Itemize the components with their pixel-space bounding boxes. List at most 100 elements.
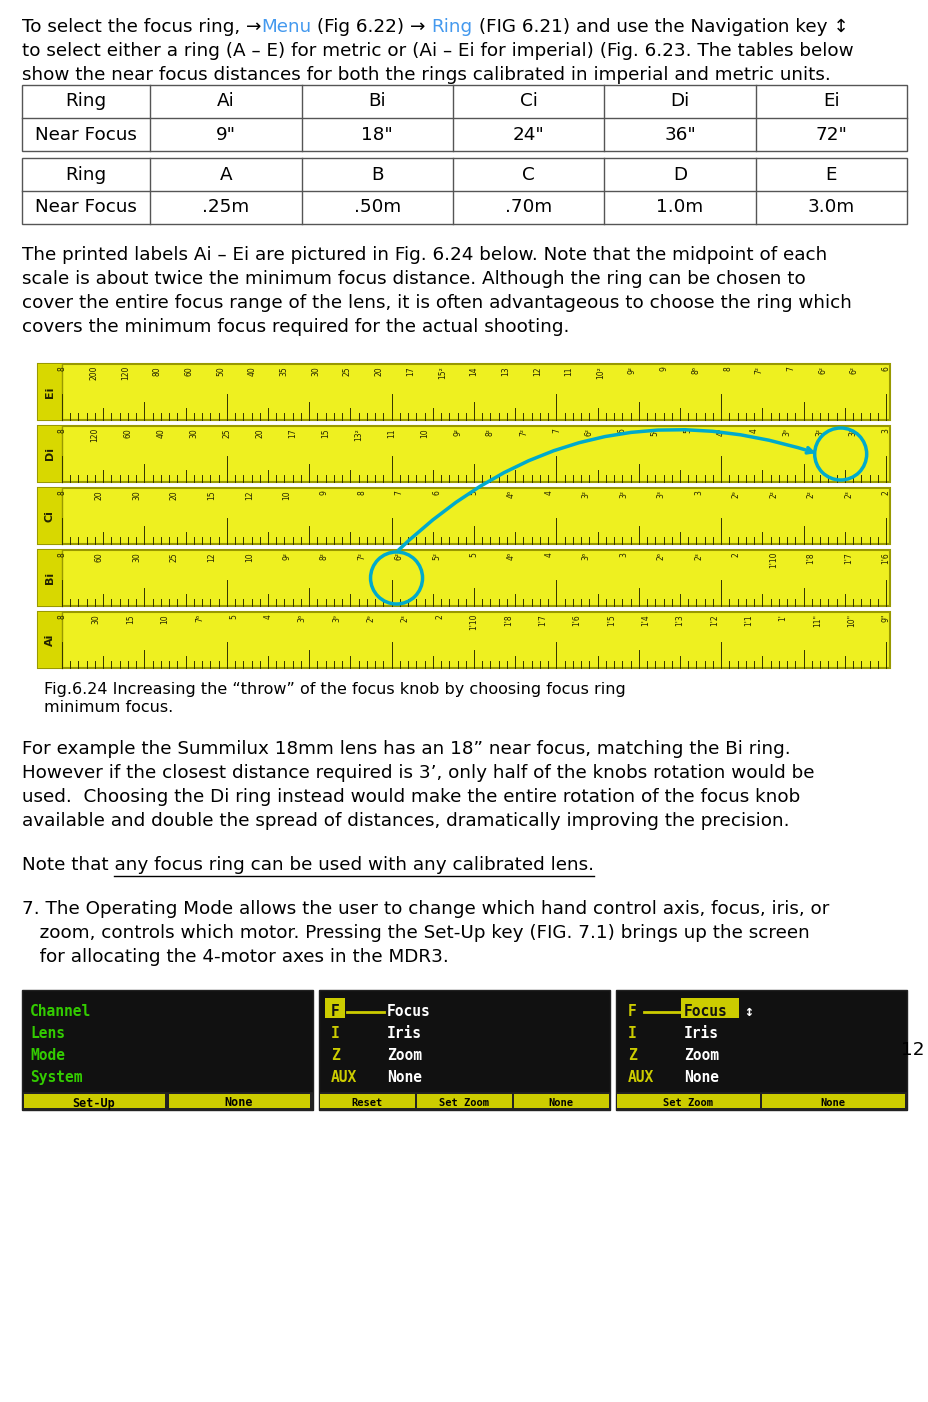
- Text: 1'7: 1'7: [537, 614, 547, 625]
- Text: 72": 72": [815, 126, 846, 143]
- Text: Near Focus: Near Focus: [35, 199, 137, 216]
- Text: Note that any focus ring can be used with any calibrated lens.: Note that any focus ring can be used wit…: [22, 857, 593, 873]
- Text: 6: 6: [432, 491, 441, 495]
- Text: Zoom: Zoom: [683, 1049, 718, 1063]
- Bar: [22, 1092, 313, 1110]
- Bar: [680, 998, 738, 1018]
- Text: 3.0m: 3.0m: [806, 199, 854, 216]
- Bar: [325, 998, 344, 1018]
- Text: 2: 2: [881, 491, 890, 495]
- Text: 4⁶: 4⁶: [507, 552, 515, 559]
- Bar: [38, 488, 889, 544]
- Text: 12: 12: [244, 491, 253, 499]
- Text: 1'1: 1'1: [743, 614, 753, 625]
- Text: 60: 60: [123, 428, 133, 437]
- Bar: [615, 1092, 906, 1110]
- Text: 20: 20: [374, 366, 383, 376]
- Text: 7⁶: 7⁶: [195, 614, 203, 622]
- Text: 1'10: 1'10: [768, 552, 778, 568]
- Text: Zoom: Zoom: [387, 1049, 421, 1063]
- Text: scale is about twice the minimum focus distance. Although the ring can be chosen: scale is about twice the minimum focus d…: [22, 271, 805, 287]
- Text: 4⁶: 4⁶: [507, 491, 515, 498]
- Text: .25m: .25m: [202, 199, 250, 216]
- Text: .70m: .70m: [505, 199, 551, 216]
- Text: 20: 20: [255, 428, 264, 437]
- Text: 9²: 9²: [627, 366, 637, 374]
- Text: Ci: Ci: [45, 510, 55, 522]
- Bar: [318, 1092, 610, 1110]
- Text: 35: 35: [279, 366, 288, 376]
- Text: 6²: 6²: [394, 552, 403, 559]
- Text: Ci: Ci: [519, 93, 537, 111]
- Text: Z: Z: [330, 1049, 340, 1063]
- Text: 11: 11: [564, 366, 573, 376]
- Text: Menu: Menu: [261, 18, 311, 36]
- Bar: [38, 365, 62, 421]
- Text: 3: 3: [619, 552, 627, 557]
- Text: 50: 50: [215, 366, 225, 376]
- Text: 11": 11": [812, 614, 821, 627]
- Text: 30: 30: [189, 428, 198, 437]
- Text: 12: 12: [207, 552, 216, 561]
- Text: to select either a ring (A – E) for metric or (Ai – Ei for imperial) (Fig. 6.23.: to select either a ring (A – E) for metr…: [22, 42, 853, 60]
- Text: 2⁶: 2⁶: [656, 552, 665, 559]
- Text: 24": 24": [512, 126, 544, 143]
- Text: Channel: Channel: [30, 1004, 91, 1019]
- Text: 18": 18": [361, 126, 393, 143]
- Text: 3⁹: 3⁹: [781, 428, 791, 436]
- Bar: [38, 613, 62, 667]
- Text: 30: 30: [133, 491, 141, 499]
- Text: 6²: 6²: [585, 428, 593, 436]
- Text: 15: 15: [207, 491, 216, 499]
- Text: Set Zoom: Set Zoom: [663, 1098, 712, 1108]
- Text: 17: 17: [406, 366, 415, 376]
- Text: show the near focus distances for both the rings calibrated in imperial and metr: show the near focus distances for both t…: [22, 66, 830, 84]
- Text: 8: 8: [58, 614, 67, 618]
- Text: 5²: 5²: [432, 552, 441, 559]
- Bar: [319, 1094, 415, 1108]
- Text: Iris: Iris: [387, 1026, 421, 1042]
- Text: However if the closest distance required is 3’, only half of the knobs rotation : However if the closest distance required…: [22, 764, 814, 782]
- Text: 25: 25: [222, 428, 231, 437]
- Text: 8⁶: 8⁶: [690, 366, 700, 374]
- Bar: [22, 86, 906, 151]
- Text: 10": 10": [846, 614, 856, 627]
- Text: None: None: [225, 1096, 253, 1109]
- Text: 10: 10: [282, 491, 290, 499]
- Text: Ring: Ring: [432, 18, 472, 36]
- Text: 5²: 5²: [651, 428, 659, 436]
- Text: 2: 2: [434, 614, 444, 618]
- Text: 30: 30: [133, 552, 141, 562]
- Text: 4: 4: [544, 552, 553, 557]
- Text: 3²: 3²: [581, 491, 590, 498]
- Text: Bi: Bi: [45, 572, 55, 585]
- Bar: [38, 488, 62, 544]
- Text: AUX: AUX: [627, 1070, 653, 1085]
- Text: 9²: 9²: [282, 552, 290, 559]
- Text: 8: 8: [58, 552, 67, 557]
- Text: Ei: Ei: [822, 93, 839, 111]
- Text: 40: 40: [156, 428, 165, 437]
- Text: 12: 12: [533, 366, 541, 376]
- Text: AUX: AUX: [330, 1070, 357, 1085]
- Text: 60: 60: [184, 366, 193, 376]
- Text: 1'2: 1'2: [709, 614, 718, 625]
- Text: (FIG 6.21) and use the Navigation key ↕: (FIG 6.21) and use the Navigation key ↕: [472, 18, 847, 36]
- Text: 9: 9: [659, 366, 668, 372]
- Text: I: I: [627, 1026, 636, 1042]
- Text: E: E: [825, 165, 836, 184]
- Text: 5: 5: [683, 428, 692, 433]
- Text: 5: 5: [469, 552, 478, 557]
- Text: 2³: 2³: [400, 614, 409, 622]
- Text: 40: 40: [248, 366, 256, 376]
- Text: 10: 10: [244, 552, 253, 562]
- Text: F: F: [330, 1004, 339, 1019]
- Bar: [38, 550, 889, 606]
- Text: 3: 3: [693, 491, 702, 495]
- Text: 7²: 7²: [356, 552, 366, 559]
- Text: 8: 8: [58, 491, 67, 495]
- Text: Ring: Ring: [66, 93, 107, 111]
- Text: (Fig 6.22) →: (Fig 6.22) →: [311, 18, 432, 36]
- Text: 3⁶: 3⁶: [298, 614, 306, 622]
- Text: None: None: [819, 1098, 844, 1108]
